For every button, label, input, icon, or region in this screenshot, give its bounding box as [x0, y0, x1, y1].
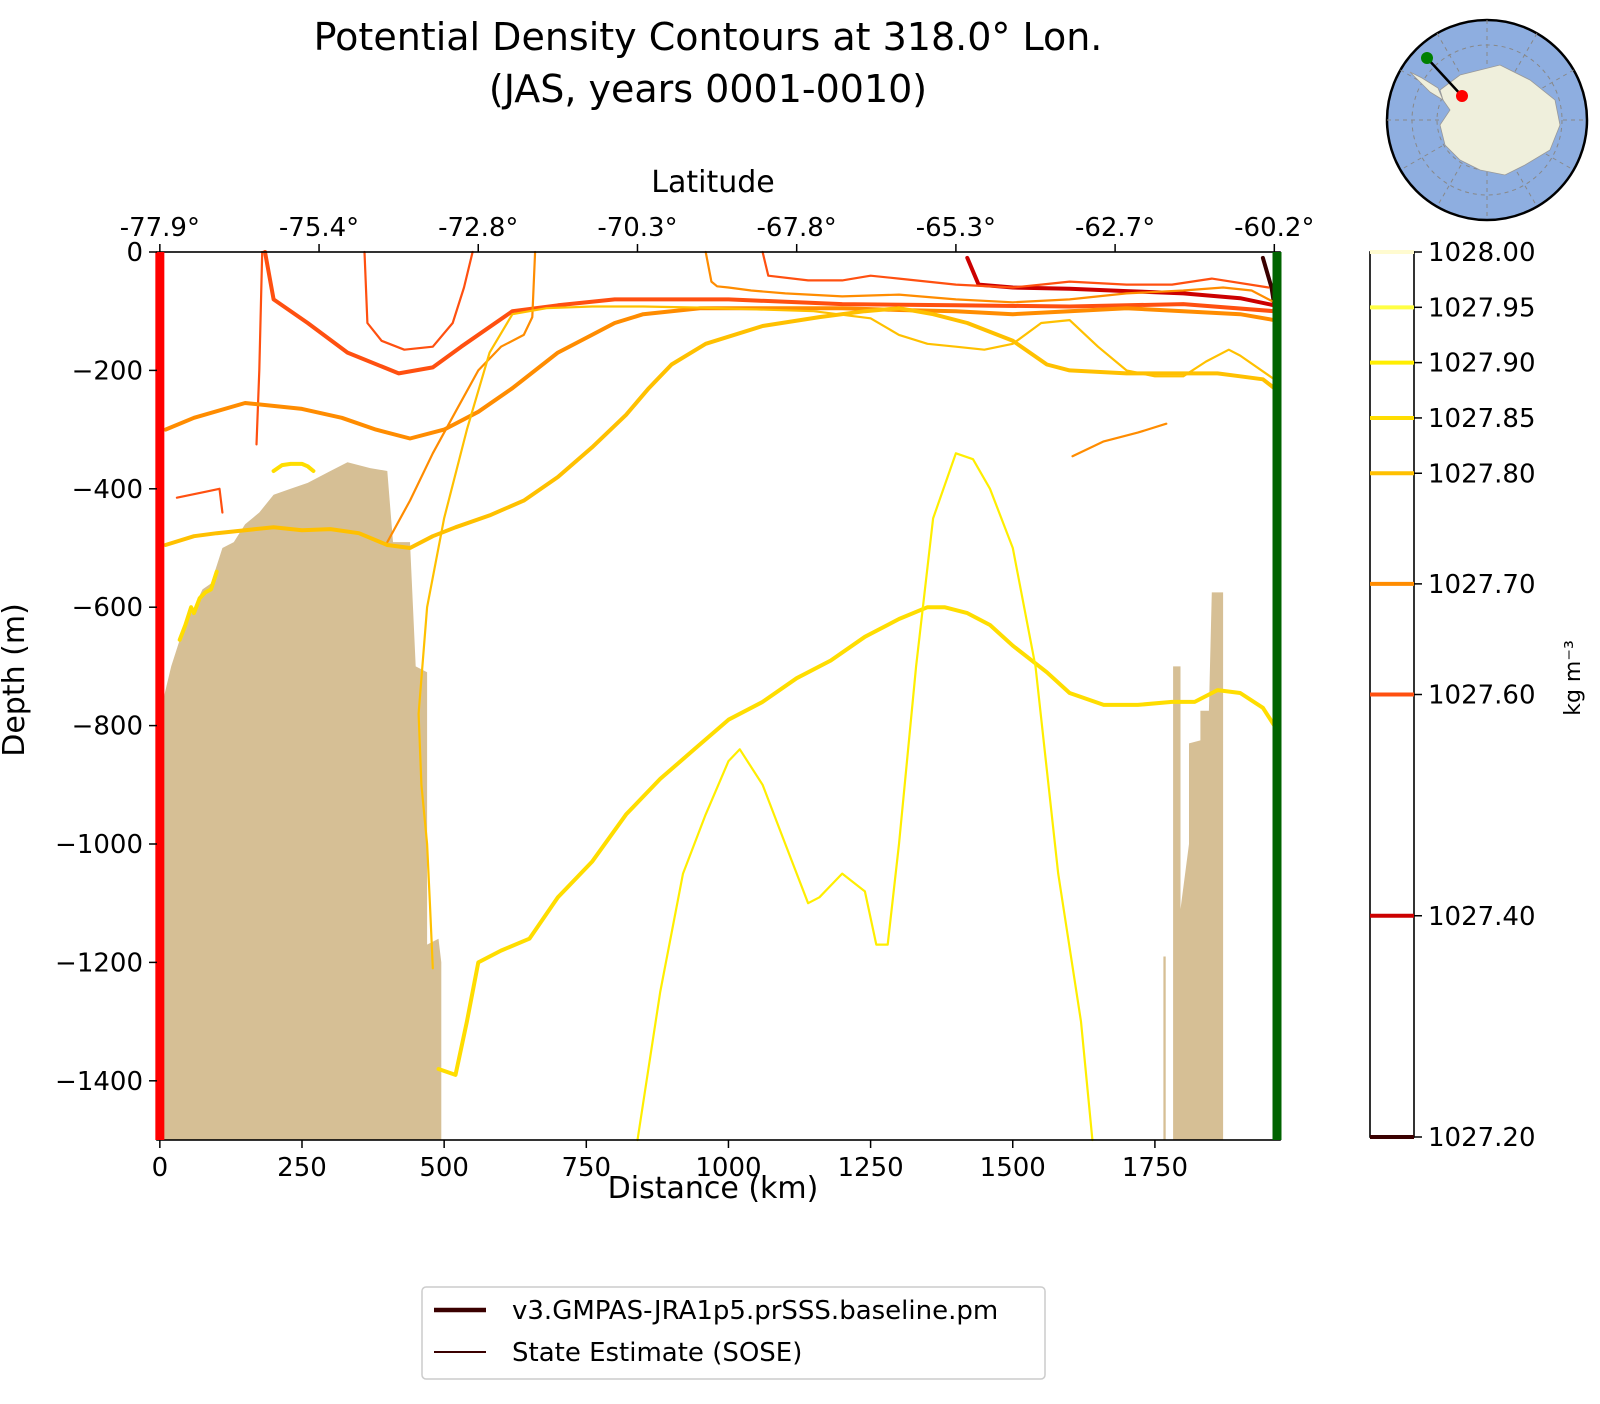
x-tick-label: 1000: [695, 1153, 761, 1183]
colorbar-tick-label: 1028.00: [1428, 238, 1536, 268]
contour-model-7: [163, 306, 1277, 441]
colorbar: 1028.00 1027.95 1027.90 1027.85 1027.80 1027.…: [1369, 238, 1536, 1153]
colorbar-tick-label: 1027.95: [1428, 293, 1536, 323]
contour-model-14: [177, 569, 219, 642]
chart-title-line1: Potential Density Contours at 318.0° Lon…: [314, 15, 1103, 59]
bathymetry-left: [162, 462, 442, 1140]
colorbar-label: kg m⁻³: [1561, 640, 1586, 716]
contour-model-15: [271, 461, 316, 473]
y-tick-label: −1000: [55, 830, 143, 860]
x-tick-label: 1750: [1122, 1153, 1188, 1183]
x-tick-label: 500: [419, 1153, 469, 1183]
colorbar-tick-label: 1027.85: [1428, 404, 1536, 434]
contour-sose-8: [1071, 422, 1168, 458]
lat-tick-label: -65.3°: [916, 213, 996, 243]
lat-tick-label: -75.4°: [279, 213, 359, 243]
y-tick-label: −1400: [55, 1067, 143, 1097]
inset-section-line: [1426, 57, 1463, 97]
bathymetry: [162, 462, 1224, 1140]
lat-tick-label: -77.9°: [120, 213, 200, 243]
contour-model-13: [436, 605, 1277, 1077]
bathymetry-right: [1173, 592, 1224, 1140]
colorbar-tick-label: 1027.20: [1428, 1123, 1536, 1153]
x-tick-label: 750: [561, 1153, 611, 1183]
contour-model-2: [263, 250, 1277, 376]
contour-sose-6: [761, 250, 1270, 289]
x-tick-label: 1250: [838, 1153, 904, 1183]
inset-start-marker: [1456, 90, 1468, 102]
colorbar-tick-label: 1027.80: [1428, 459, 1536, 489]
y-tick-label: −200: [72, 356, 143, 386]
colorbar-tick-label: 1027.70: [1428, 570, 1536, 600]
colorbar-tick-label: 1027.90: [1428, 349, 1536, 379]
y-tick-label: −600: [72, 593, 143, 623]
contour-sose-4: [175, 487, 224, 514]
bathymetry-spike: [1163, 956, 1166, 1140]
contour-sose-5: [363, 250, 474, 351]
inset-peninsula-land: [1409, 71, 1444, 101]
x-tick-label: 1500: [980, 1153, 1046, 1183]
colorbar-tick-label: 1027.40: [1428, 902, 1536, 932]
chart-title-line2: (JAS, years 0001-0010): [489, 67, 927, 111]
y-tick-label: −1200: [55, 948, 143, 978]
lat-tick-label: -62.7°: [1075, 213, 1155, 243]
contour-sose-3: [255, 250, 264, 446]
x-tick-label: 0: [152, 1153, 169, 1183]
contour-lines: [163, 250, 1277, 1142]
contour-sose-12: [417, 305, 1276, 970]
lat-tick-label: -70.3°: [597, 213, 677, 243]
inset-end-marker: [1421, 52, 1433, 64]
legend-entry-label: v3.GMPAS-JRA1p5.prSSS.baseline.pm: [512, 1296, 998, 1326]
colorbar-tick-label: 1027.60: [1428, 681, 1536, 711]
contour-sose-16: [636, 452, 1094, 1142]
lat-tick-label: -72.8°: [438, 213, 518, 243]
y-tick-label: −800: [72, 712, 143, 742]
inset-map: [1385, 18, 1589, 222]
inset-antarctica-land: [1439, 64, 1561, 176]
axes: 0 250 500 750 1000 1250 1500 1750 0 −200 −400 −600 −…: [55, 213, 1314, 1183]
legend-box: [421, 1286, 1046, 1380]
legend: v3.GMPAS-JRA1p5.prSSS.baseline.pm State E…: [421, 1286, 1046, 1380]
y-axis-label: Depth (m): [0, 603, 32, 757]
contour-model-11: [163, 306, 1277, 550]
x-axis-label: Distance (km): [608, 1171, 819, 1206]
contour-sose-9: [386, 250, 537, 544]
y-tick-label: −400: [72, 475, 143, 505]
contour-sose-10: [704, 250, 1276, 304]
lat-tick-label: -67.8°: [757, 213, 837, 243]
y-tick-label: 0: [126, 238, 143, 268]
x-tick-label: 250: [277, 1153, 327, 1183]
plot-frame: [155, 251, 1282, 1141]
legend-entry-label: State Estimate (SOSE): [512, 1338, 802, 1368]
top-axis-label: Latitude: [651, 165, 774, 200]
lat-tick-label: -60.2°: [1234, 213, 1314, 243]
